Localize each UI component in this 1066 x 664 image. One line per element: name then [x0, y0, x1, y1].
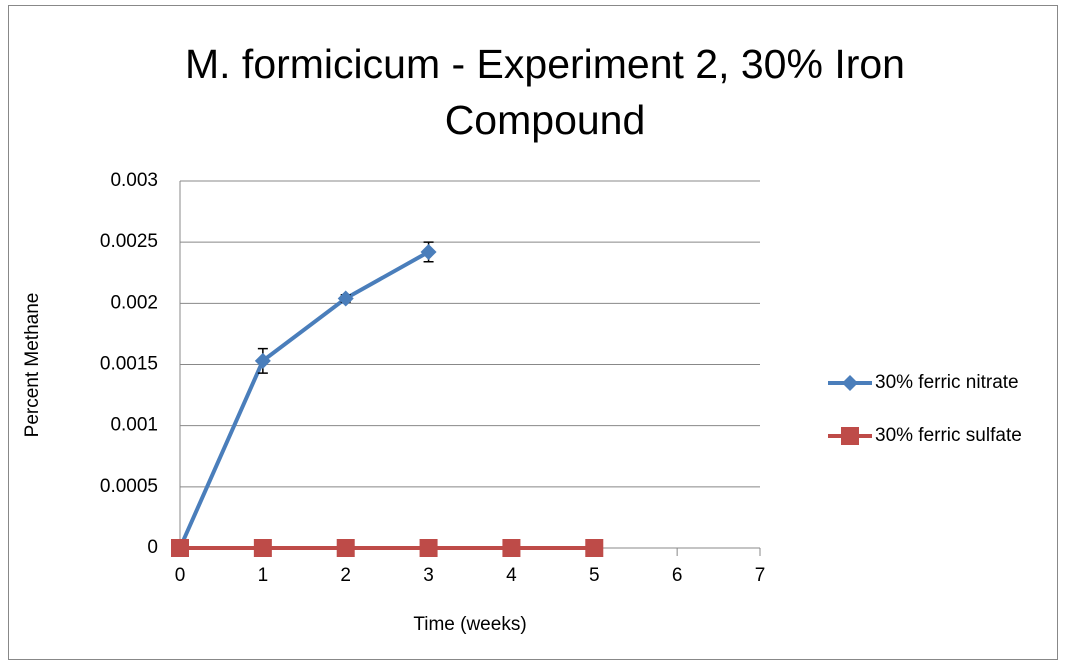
- y-tick-label: 0.002: [110, 292, 158, 313]
- data-point: [585, 539, 604, 557]
- y-tick-label: 0: [147, 537, 158, 558]
- x-tick-label: 0: [175, 565, 186, 586]
- x-tick-label: 1: [258, 565, 269, 586]
- x-tick-label: 5: [589, 565, 600, 586]
- data-point: [420, 243, 437, 260]
- chart-title: M. formicicum - Experiment 2, 30% Iron C…: [185, 41, 905, 143]
- y-tick-label: 0.003: [110, 170, 158, 191]
- legend-label: 30% ferric nitrate: [875, 372, 1019, 393]
- legend-marker: [842, 375, 858, 391]
- data-point: [171, 539, 189, 557]
- x-axis-label: Time (weeks): [413, 614, 526, 635]
- data-point: [337, 290, 354, 307]
- data-point: [336, 539, 355, 557]
- data-point: [419, 539, 438, 557]
- x-tick-label: 3: [423, 565, 434, 586]
- legend-marker: [841, 427, 859, 445]
- y-tick-label: 0.0005: [100, 476, 158, 497]
- y-axis-label: Percent Methane: [22, 293, 43, 438]
- data-point: [502, 539, 521, 557]
- series-line: [178, 250, 430, 549]
- y-tick-label: 0.001: [110, 415, 158, 436]
- x-tick-label: 6: [672, 565, 683, 586]
- legend-label: 30% ferric sulfate: [875, 425, 1022, 446]
- x-tick-label: 7: [755, 565, 766, 586]
- x-tick-label: 2: [340, 565, 351, 586]
- x-tick-label: 4: [506, 565, 517, 586]
- y-tick-label: 0.0025: [100, 231, 158, 252]
- y-tick-label: 0.0015: [100, 354, 158, 375]
- data-point: [253, 539, 272, 557]
- data-point: [254, 352, 271, 369]
